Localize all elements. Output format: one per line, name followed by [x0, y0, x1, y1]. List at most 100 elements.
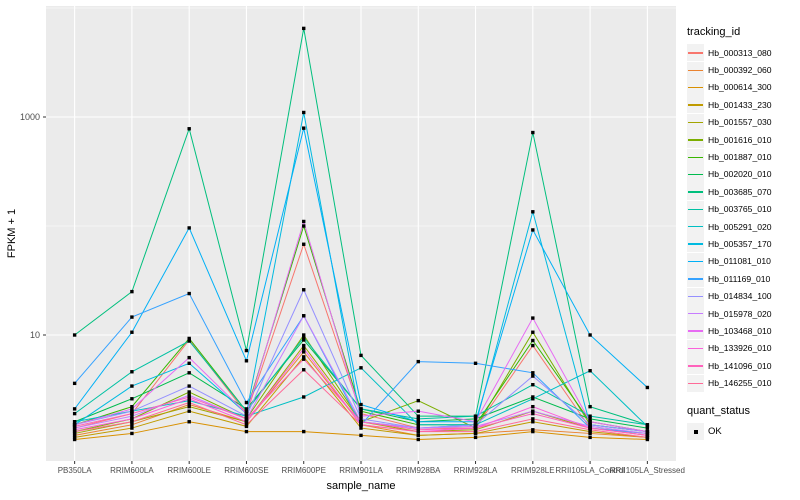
legend-item-Hb_000313_080: Hb_000313_080: [687, 44, 799, 62]
svg-text:RRIM600PE: RRIM600PE: [281, 466, 325, 475]
point-legend: quant_status OK: [687, 405, 799, 440]
legend-key-line-icon: [688, 69, 703, 71]
legend-item-Hb_003765_010: Hb_003765_010: [687, 200, 799, 218]
point-legend-key: [687, 423, 704, 440]
legend-item-label: Hb_011169_010: [708, 273, 771, 284]
svg-text:RRIM600SE: RRIM600SE: [224, 466, 268, 475]
legend-item-label: Hb_005357_170: [708, 238, 772, 249]
legend-item-label: Hb_133926_010: [708, 343, 772, 354]
legend-item-Hb_001433_230: Hb_001433_230: [687, 96, 799, 114]
legend-key-line-icon: [688, 382, 703, 384]
legend-item-Hb_103468_010: Hb_103468_010: [687, 322, 799, 340]
svg-text:RRIM928BA: RRIM928BA: [396, 466, 441, 475]
legend-key-line-icon: [688, 104, 703, 106]
data-points: [72, 26, 650, 442]
svg-text:PB350LA: PB350LA: [58, 466, 92, 475]
legend-item-label: Hb_003765_010: [708, 204, 772, 215]
legend-item-label: Hb_103468_010: [708, 325, 772, 336]
legend-key-line-icon: [688, 226, 703, 228]
point-legend-item: OK: [687, 423, 799, 440]
legend-item-Hb_014834_100: Hb_014834_100: [687, 287, 799, 305]
legend-item-label: Hb_000392_060: [708, 65, 772, 76]
legend-item-Hb_011169_010: Hb_011169_010: [687, 270, 799, 288]
legend-key-line-icon: [688, 191, 703, 193]
legend-panel: tracking_id Hb_000313_080 Hb_000392_060 Hb…: [687, 26, 799, 440]
legend-key-line-icon: [688, 208, 703, 211]
legend-item-Hb_146255_010: Hb_146255_010: [687, 374, 799, 392]
svg-text:RRIM600LE: RRIM600LE: [167, 466, 211, 475]
legend-key-line-icon: [688, 52, 703, 54]
legend-item-label: Hb_141096_010: [708, 360, 772, 371]
point-legend-entries: OK: [687, 423, 799, 440]
legend-item-label: Hb_000313_080: [708, 47, 772, 58]
legend-key-swatch: [687, 270, 704, 288]
legend-item-Hb_003685_070: Hb_003685_070: [687, 183, 799, 201]
legend-key-swatch: [687, 200, 704, 218]
legend-item-Hb_000614_300: Hb_000614_300: [687, 78, 799, 96]
legend-item-Hb_001616_010: Hb_001616_010: [687, 131, 799, 149]
legend-key-swatch: [687, 322, 704, 340]
legend-item-label: Hb_002020_010: [708, 169, 772, 180]
legend-key-line-icon: [688, 278, 703, 280]
series-legend-entries: Hb_000313_080 Hb_000392_060 Hb_000614_300 H…: [687, 44, 799, 392]
legend-key-swatch: [687, 148, 704, 166]
svg-text:RRII105LA_Stressed: RRII105LA_Stressed: [610, 466, 685, 475]
svg-text:RRII105LA_Control: RRII105LA_Control: [555, 466, 625, 475]
legend-key-swatch: [687, 374, 704, 392]
legend-item-Hb_015978_020: Hb_015978_020: [687, 305, 799, 323]
legend-item-Hb_011081_010: Hb_011081_010: [687, 252, 799, 270]
legend-key-swatch: [687, 61, 704, 79]
legend-item-Hb_001557_030: Hb_001557_030: [687, 113, 799, 131]
legend-item-label: Hb_015978_020: [708, 308, 772, 319]
legend-item-label: Hb_003685_070: [708, 186, 772, 197]
legend-item-label: Hb_014834_100: [708, 291, 772, 302]
legend-item-label: Hb_011081_010: [708, 256, 771, 267]
svg-text:RRIM928LE: RRIM928LE: [511, 466, 555, 475]
legend-item-label: Hb_005291_020: [708, 221, 772, 232]
legend-key-line-icon: [688, 260, 703, 263]
legend-item-Hb_005291_020: Hb_005291_020: [687, 218, 799, 236]
legend-key-swatch: [687, 165, 704, 183]
legend-item-label: Hb_001616_010: [708, 134, 772, 145]
legend-key-line-icon: [688, 173, 703, 176]
series-legend-title: tracking_id: [687, 26, 741, 38]
legend-key-line-icon: [688, 365, 703, 367]
legend-key-swatch: [687, 252, 704, 270]
legend-key-swatch: [687, 339, 704, 357]
legend-item-Hb_001887_010: Hb_001887_010: [687, 148, 799, 166]
x-axis-title: sample_name: [326, 480, 395, 492]
y-axis-title: FPKM + 1: [6, 209, 18, 258]
legend-key-swatch: [687, 218, 704, 236]
legend-key-swatch: [687, 44, 704, 62]
svg-text:1000: 1000: [20, 112, 40, 122]
legend-key-line-icon: [688, 347, 703, 350]
legend-key-line-icon: [688, 156, 703, 158]
legend-item-label: Hb_001887_010: [708, 152, 772, 163]
legend-key-line-icon: [688, 86, 703, 89]
legend-key-line-icon: [688, 121, 703, 124]
legend-key-swatch: [687, 113, 704, 131]
legend-key-line-icon: [688, 330, 703, 332]
legend-item-Hb_133926_010: Hb_133926_010: [687, 339, 799, 357]
legend-key-swatch: [687, 357, 704, 375]
legend-key-swatch: [687, 131, 704, 149]
legend-item-Hb_000392_060: Hb_000392_060: [687, 61, 799, 79]
legend-key-swatch: [687, 183, 704, 201]
black-square-point-icon: [693, 429, 698, 434]
legend-item-Hb_005357_170: Hb_005357_170: [687, 235, 799, 253]
legend-item-label: Hb_000614_300: [708, 82, 772, 93]
legend-key-line-icon: [688, 243, 703, 245]
legend-item-label: Hb_001433_230: [708, 99, 772, 110]
point-legend-label: OK: [708, 426, 722, 437]
legend-key-swatch: [687, 305, 704, 323]
legend-key-swatch: [687, 287, 704, 305]
legend-key-swatch: [687, 235, 704, 253]
gridlines: [46, 6, 676, 461]
axis-ticks: [43, 116, 648, 464]
x-tick-labels: PB350LA RRIM600LA RRIM600LE RRIM600SE RRIM60…: [58, 466, 685, 475]
svg-text:RRIM928LA: RRIM928LA: [454, 466, 498, 475]
legend-item-Hb_141096_010: Hb_141096_010: [687, 357, 799, 375]
svg-text:RRIM901LA: RRIM901LA: [339, 466, 383, 475]
